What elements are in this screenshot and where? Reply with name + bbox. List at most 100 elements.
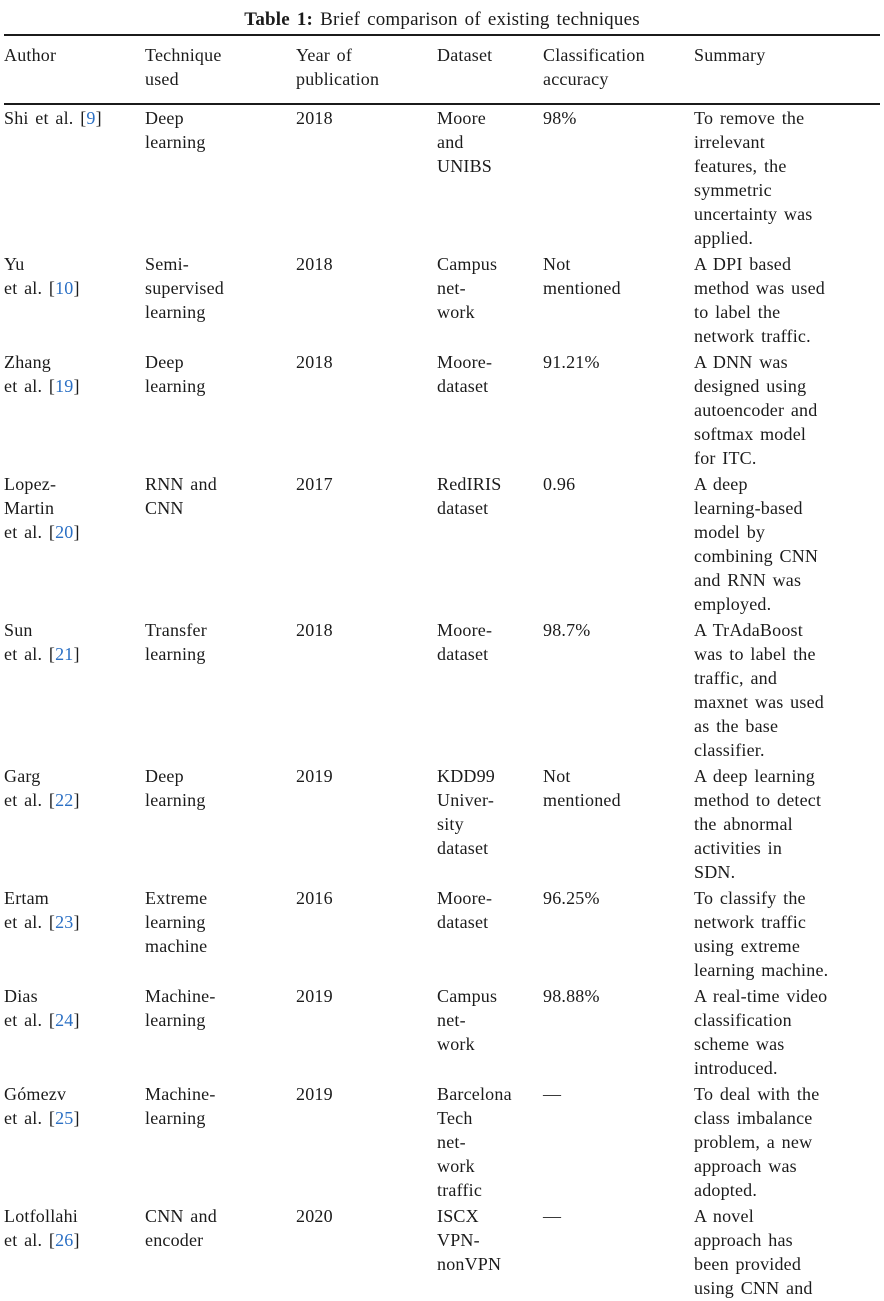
summary-cell: A deep learning-based model by combining… xyxy=(694,474,819,614)
dataset-cell: Moore- dataset xyxy=(437,352,493,396)
technique-cell: Deep learning xyxy=(145,108,206,152)
dataset-cell: ISCX VPN- nonVPN xyxy=(437,1206,502,1274)
citation-bracket: ] xyxy=(95,108,102,128)
citation-bracket: ] xyxy=(73,912,80,932)
citation-link[interactable]: 9 xyxy=(86,108,96,128)
table-body: Shi et al. [9] Deep learning 2018 Moore … xyxy=(4,104,880,1301)
citation-bracket: ] xyxy=(73,1010,80,1030)
summary-cell: A novel approach has been provided using… xyxy=(694,1206,813,1298)
summary-cell: A DPI based method was used to label the… xyxy=(694,254,825,346)
citation-link[interactable]: 26 xyxy=(55,1230,74,1250)
table-row: Shi et al. [9] Deep learning 2018 Moore … xyxy=(4,104,880,251)
header-row: Author Technique used Year of publicatio… xyxy=(4,34,880,105)
accuracy-cell: 98% xyxy=(543,108,577,128)
year-cell: 2019 xyxy=(296,766,333,786)
summary-cell: A real-time video classification scheme … xyxy=(694,986,828,1078)
author-name: Garg et al. [ xyxy=(4,766,56,810)
citation-link[interactable]: 10 xyxy=(55,278,74,298)
author-cell: Ertam et al. [23] xyxy=(4,885,145,983)
author-name: Shi et al. [ xyxy=(4,108,87,128)
column-header-accuracy: Classification accuracy xyxy=(543,34,694,105)
summary-cell: To deal with the class imbalance problem… xyxy=(694,1084,820,1200)
dataset-cell: Barcelona Tech net- work traffic xyxy=(437,1084,512,1200)
accuracy-cell: Not mentioned xyxy=(543,254,621,298)
citation-link[interactable]: 20 xyxy=(55,522,74,542)
technique-cell: Semi- supervised learning xyxy=(145,254,224,322)
table-row: Gómezv et al. [25] Machine- learning 201… xyxy=(4,1081,880,1203)
summary-cell: To classify the network traffic using ex… xyxy=(694,888,829,980)
technique-cell: Extreme learning machine xyxy=(145,888,208,956)
dataset-cell: Moore- dataset xyxy=(437,620,493,664)
author-name: Gómezv et al. [ xyxy=(4,1084,67,1128)
dataset-cell: Campus net- work xyxy=(437,254,498,322)
citation-link[interactable]: 24 xyxy=(55,1010,74,1030)
year-cell: 2018 xyxy=(296,620,333,640)
technique-cell: Deep learning xyxy=(145,766,206,810)
citation-link[interactable]: 25 xyxy=(55,1108,74,1128)
accuracy-cell: 98.88% xyxy=(543,986,600,1006)
dataset-cell: Moore- dataset xyxy=(437,888,493,932)
author-name: Sun et al. [ xyxy=(4,620,56,664)
author-cell: Zhang et al. [19] xyxy=(4,349,145,471)
table-row: Yu et al. [10] Semi- supervised learning… xyxy=(4,251,880,349)
author-name: Dias et al. [ xyxy=(4,986,56,1030)
table-row: Ertam et al. [23] Extreme learning machi… xyxy=(4,885,880,983)
technique-cell: Machine- learning xyxy=(145,1084,216,1128)
citation-link[interactable]: 21 xyxy=(55,644,74,664)
citation-bracket: ] xyxy=(73,522,80,542)
technique-cell: RNN and CNN xyxy=(145,474,217,518)
citation-bracket: ] xyxy=(73,376,80,396)
column-header-year: Year of publication xyxy=(296,34,437,105)
citation-bracket: ] xyxy=(73,1108,80,1128)
table-row: Sun et al. [21] Transfer learning 2018 M… xyxy=(4,617,880,763)
year-cell: 2018 xyxy=(296,108,333,128)
dataset-cell: RedIRIS dataset xyxy=(437,474,502,518)
citation-bracket: ] xyxy=(73,1230,80,1250)
accuracy-cell: 96.25% xyxy=(543,888,600,908)
author-cell: Sun et al. [21] xyxy=(4,617,145,763)
column-header-summary: Summary xyxy=(694,34,880,105)
citation-link[interactable]: 23 xyxy=(55,912,74,932)
author-name: Ertam et al. [ xyxy=(4,888,56,932)
column-header-dataset: Dataset xyxy=(437,34,543,105)
summary-cell: A DNN was designed using autoencoder and… xyxy=(694,352,818,468)
table-caption-text: Brief comparison of existing techniques xyxy=(320,9,640,30)
technique-cell: Machine- learning xyxy=(145,986,216,1030)
year-cell: 2018 xyxy=(296,254,333,274)
column-header-author: Author xyxy=(4,34,145,105)
year-cell: 2020 xyxy=(296,1206,333,1226)
year-cell: 2019 xyxy=(296,986,333,1006)
table-row: Dias et al. [24] Machine- learning 2019 … xyxy=(4,983,880,1081)
table-row: Zhang et al. [19] Deep learning 2018 Moo… xyxy=(4,349,880,471)
summary-cell: To remove the irrelevant features, the s… xyxy=(694,108,813,248)
paper-page: Table 1: Brief comparison of existing tec… xyxy=(0,8,884,1301)
table-header: Author Technique used Year of publicatio… xyxy=(4,34,880,105)
dataset-cell: Campus net- work xyxy=(437,986,498,1054)
author-cell: Lotfollahi et al. [26] xyxy=(4,1203,145,1301)
author-name: Lotfollahi et al. [ xyxy=(4,1206,78,1250)
year-cell: 2016 xyxy=(296,888,333,908)
year-cell: 2017 xyxy=(296,474,333,494)
citation-link[interactable]: 19 xyxy=(55,376,74,396)
accuracy-cell: Not mentioned xyxy=(543,766,621,810)
summary-cell: A TrAdaBoost was to label the traffic, a… xyxy=(694,620,824,760)
author-name: Yu et al. [ xyxy=(4,254,56,298)
author-name: Lopez- Martin et al. [ xyxy=(4,474,57,542)
accuracy-cell: — xyxy=(543,1206,562,1226)
author-cell: Garg et al. [22] xyxy=(4,763,145,885)
dataset-cell: KDD99 Univer- sity dataset xyxy=(437,766,495,858)
author-cell: Dias et al. [24] xyxy=(4,983,145,1081)
technique-cell: Transfer learning xyxy=(145,620,207,664)
accuracy-cell: — xyxy=(543,1084,562,1104)
table-caption-label: Table 1: xyxy=(244,9,314,30)
table-row: Lopez- Martin et al. [20] RNN and CNN 20… xyxy=(4,471,880,617)
technique-cell: Deep learning xyxy=(145,352,206,396)
column-header-technique: Technique used xyxy=(145,34,296,105)
author-name: Zhang et al. [ xyxy=(4,352,56,396)
table-caption: Table 1: Brief comparison of existing tec… xyxy=(0,8,884,32)
year-cell: 2018 xyxy=(296,352,333,372)
table-row: Lotfollahi et al. [26] CNN and encoder 2… xyxy=(4,1203,880,1301)
author-cell: Shi et al. [9] xyxy=(4,104,145,251)
citation-link[interactable]: 22 xyxy=(55,790,74,810)
table-row: Garg et al. [22] Deep learning 2019 KDD9… xyxy=(4,763,880,885)
